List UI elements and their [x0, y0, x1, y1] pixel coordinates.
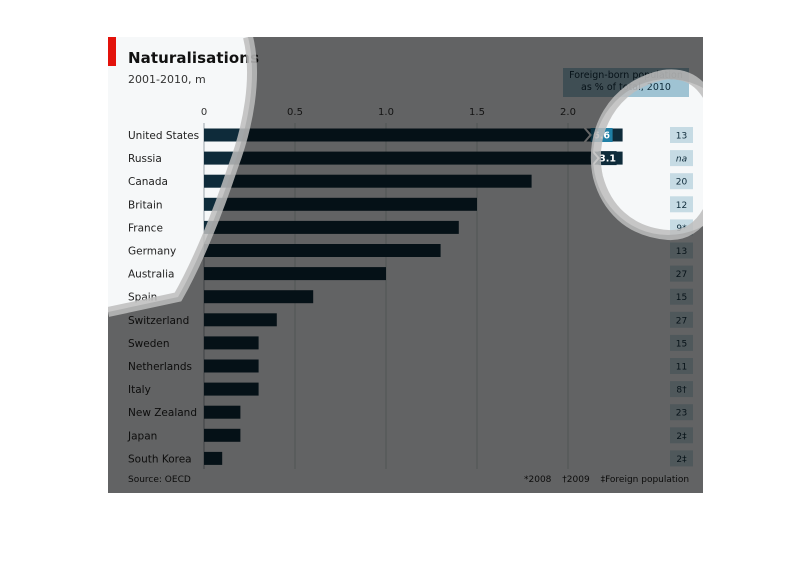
foreign-born-value: 23: [676, 409, 687, 419]
foreign-born-value: 13: [676, 247, 687, 257]
x-tick-label: 1.5: [469, 107, 485, 118]
category-label: Italy: [128, 384, 151, 396]
footnotes: *2008 †2009 ‡Foreign population: [524, 475, 697, 485]
bar: [204, 428, 241, 442]
category-label: Britain: [128, 199, 163, 211]
category-label: Switzerland: [128, 315, 189, 327]
category-label: Russia: [128, 153, 162, 165]
footnote-2: †2009: [562, 475, 590, 485]
foreign-born-value: 2‡: [676, 432, 687, 442]
bar: [204, 197, 477, 211]
bar: [204, 290, 314, 304]
foreign-born-value: 2‡: [676, 455, 687, 465]
bar: [204, 359, 259, 373]
foreign-born-value: 20: [676, 178, 688, 188]
category-label: Australia: [128, 269, 174, 281]
foreign-born-value: 11: [676, 363, 687, 373]
category-label: Sweden: [128, 338, 170, 350]
bar: [204, 382, 259, 396]
x-tick-label: 0: [201, 107, 207, 118]
footnote-3: ‡Foreign population: [600, 475, 690, 485]
foreign-born-value: 8†: [676, 386, 687, 396]
bar-value-label: 3.1: [599, 154, 616, 165]
bar: [204, 174, 532, 188]
bar: [204, 451, 223, 465]
footnote-1: *2008: [524, 475, 552, 485]
legend-line-2: as % of total, 2010: [581, 82, 671, 93]
foreign-born-value: 15: [676, 339, 687, 349]
foreign-born-value: 15: [676, 293, 687, 303]
foreign-born-value: 27: [676, 316, 687, 326]
category-label: South Korea: [128, 453, 192, 465]
bar: [204, 313, 277, 327]
bar: [204, 128, 623, 142]
x-tick-label: 0.5: [287, 107, 303, 118]
category-label: Netherlands: [128, 361, 192, 373]
category-label: United States: [128, 130, 199, 142]
category-label: Canada: [128, 176, 168, 188]
bar-chart: 0 0.5 1.0 1.5 2.0 United States 6.6 13 Russia 3.1…: [127, 107, 693, 469]
foreign-born-value: 27: [676, 270, 687, 280]
foreign-born-legend: Foreign-born population as % of total, 2…: [563, 68, 689, 97]
x-tick-label: 1.0: [378, 107, 394, 118]
foreign-born-value: 13: [676, 132, 687, 142]
source-note: Source: OECD: [128, 475, 191, 485]
category-label: Spain: [128, 292, 157, 304]
category-label: France: [128, 222, 163, 234]
bar: [204, 405, 241, 419]
bar: [204, 244, 441, 257]
bar: [204, 267, 386, 281]
foreign-born-value: 12: [676, 201, 687, 211]
bar-value-label: 6.6: [593, 131, 610, 142]
category-label: New Zealand: [128, 407, 197, 419]
category-label: Japan: [127, 430, 157, 442]
bar: [204, 151, 623, 165]
chart-panel: Naturalisations 2001-2010, m 0 0.5 1.0 1.5 2…: [108, 37, 703, 493]
category-label: Germany: [128, 246, 176, 258]
foreign-born-value: 9*: [676, 224, 687, 234]
legend-line-1: Foreign-born population: [569, 70, 683, 81]
bar: [204, 220, 459, 234]
x-tick-label: 2.0: [560, 107, 576, 118]
bar: [204, 336, 259, 350]
foreign-born-value: na: [676, 155, 687, 165]
